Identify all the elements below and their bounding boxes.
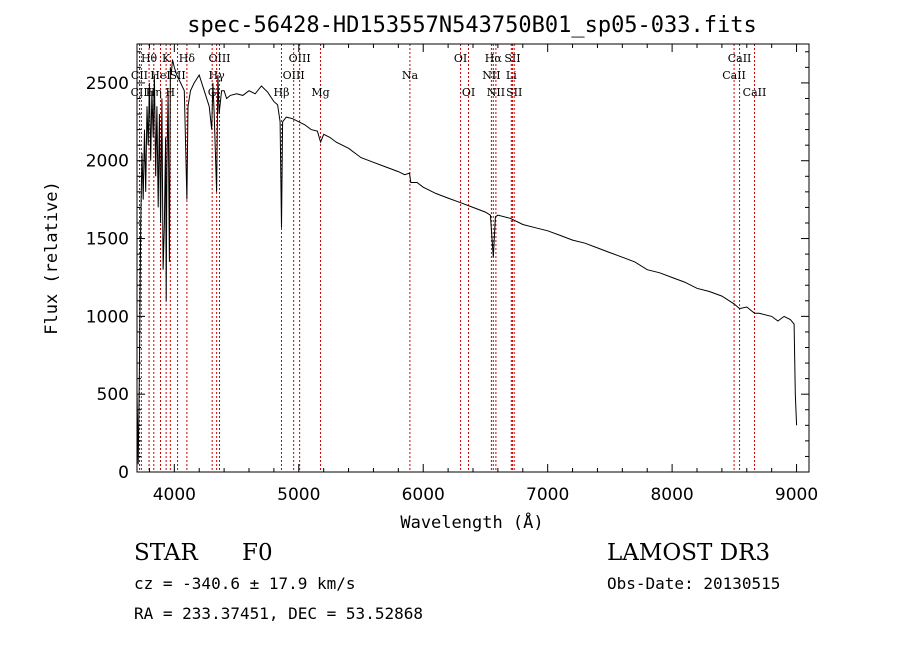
line-label-sii: SII — [506, 86, 522, 99]
plot-frame — [136, 43, 810, 473]
line-label-na: Na — [402, 69, 419, 82]
x-tick-label: 8000 — [650, 485, 693, 505]
x-tick-label: 9000 — [775, 485, 818, 505]
ra-dec: RA = 233.37451, DEC = 53.52868 — [134, 604, 423, 623]
spectrum-line — [136, 59, 798, 465]
object-class: STAR — [134, 540, 198, 566]
line-label-sii: SII — [504, 52, 520, 65]
survey-name: LAMOST DR3 — [607, 540, 771, 566]
spectral-line-labels: CIICIIIHθHηHeIKHSIIHδGHγOIIIHβOIIIOIIIMg… — [131, 52, 767, 99]
line-label-hei: HeI — [150, 69, 170, 82]
line-label-caii: CaII — [743, 86, 767, 99]
object-subclass: F0 — [242, 540, 273, 566]
line-label-oiii: OIII — [208, 52, 230, 65]
line-label-hθ: Hθ — [141, 52, 158, 65]
line-label-nii: NII — [487, 86, 505, 99]
y-axis-ticks: 0 500 1000 1500 2000 2500 — [86, 51, 809, 483]
line-label-oi: OI — [454, 52, 467, 65]
y-tick-label: 2000 — [86, 152, 129, 172]
line-label-oiii: OIII — [283, 69, 305, 82]
x-tick-label: 6000 — [402, 485, 445, 505]
y-tick-label: 2500 — [86, 74, 129, 94]
x-axis-ticks: 4000 5000 6000 7000 8000 9000 — [148, 44, 818, 505]
x-tick-label: 7000 — [526, 485, 569, 505]
line-label-oiii: OIII — [289, 52, 311, 65]
line-label-sii: SII — [169, 69, 185, 82]
line-label-hα: Hα — [485, 52, 503, 65]
y-tick-label: 1500 — [86, 230, 129, 250]
line-label-hγ: Hγ — [209, 69, 226, 82]
redshift-text: cz = -340.6 ± 17.9 km/s — [134, 574, 356, 593]
line-label-k: K — [162, 52, 171, 65]
x-tick-label: 4000 — [153, 485, 196, 505]
obs-date: Obs-Date: 20130515 — [607, 574, 781, 593]
line-label-ciii: CIII — [131, 86, 152, 99]
y-tick-label: 0 — [118, 463, 129, 483]
line-label-hδ: Hδ — [179, 52, 196, 65]
line-label-caii: CaII — [728, 52, 752, 65]
line-label-hβ: Hβ — [274, 86, 290, 99]
y-tick-label: 1000 — [86, 307, 129, 327]
line-label-nii: NII — [482, 69, 500, 82]
y-axis-label: Flux (relative) — [42, 181, 62, 335]
line-label-caii: CaII — [722, 69, 746, 82]
line-label-li: Li — [506, 69, 517, 82]
spectral-line-markers — [138, 44, 755, 472]
line-label-mg: Mg — [311, 86, 329, 99]
line-label-cii: CII — [131, 69, 148, 82]
x-tick-label: 5000 — [277, 485, 320, 505]
chart-title: spec-56428-HD153557N543750B01_sp05-033.f… — [187, 13, 757, 38]
y-tick-label: 500 — [97, 385, 129, 405]
line-label-oi: OI — [462, 86, 475, 99]
x-axis-label: Wavelength (Å) — [400, 511, 543, 533]
